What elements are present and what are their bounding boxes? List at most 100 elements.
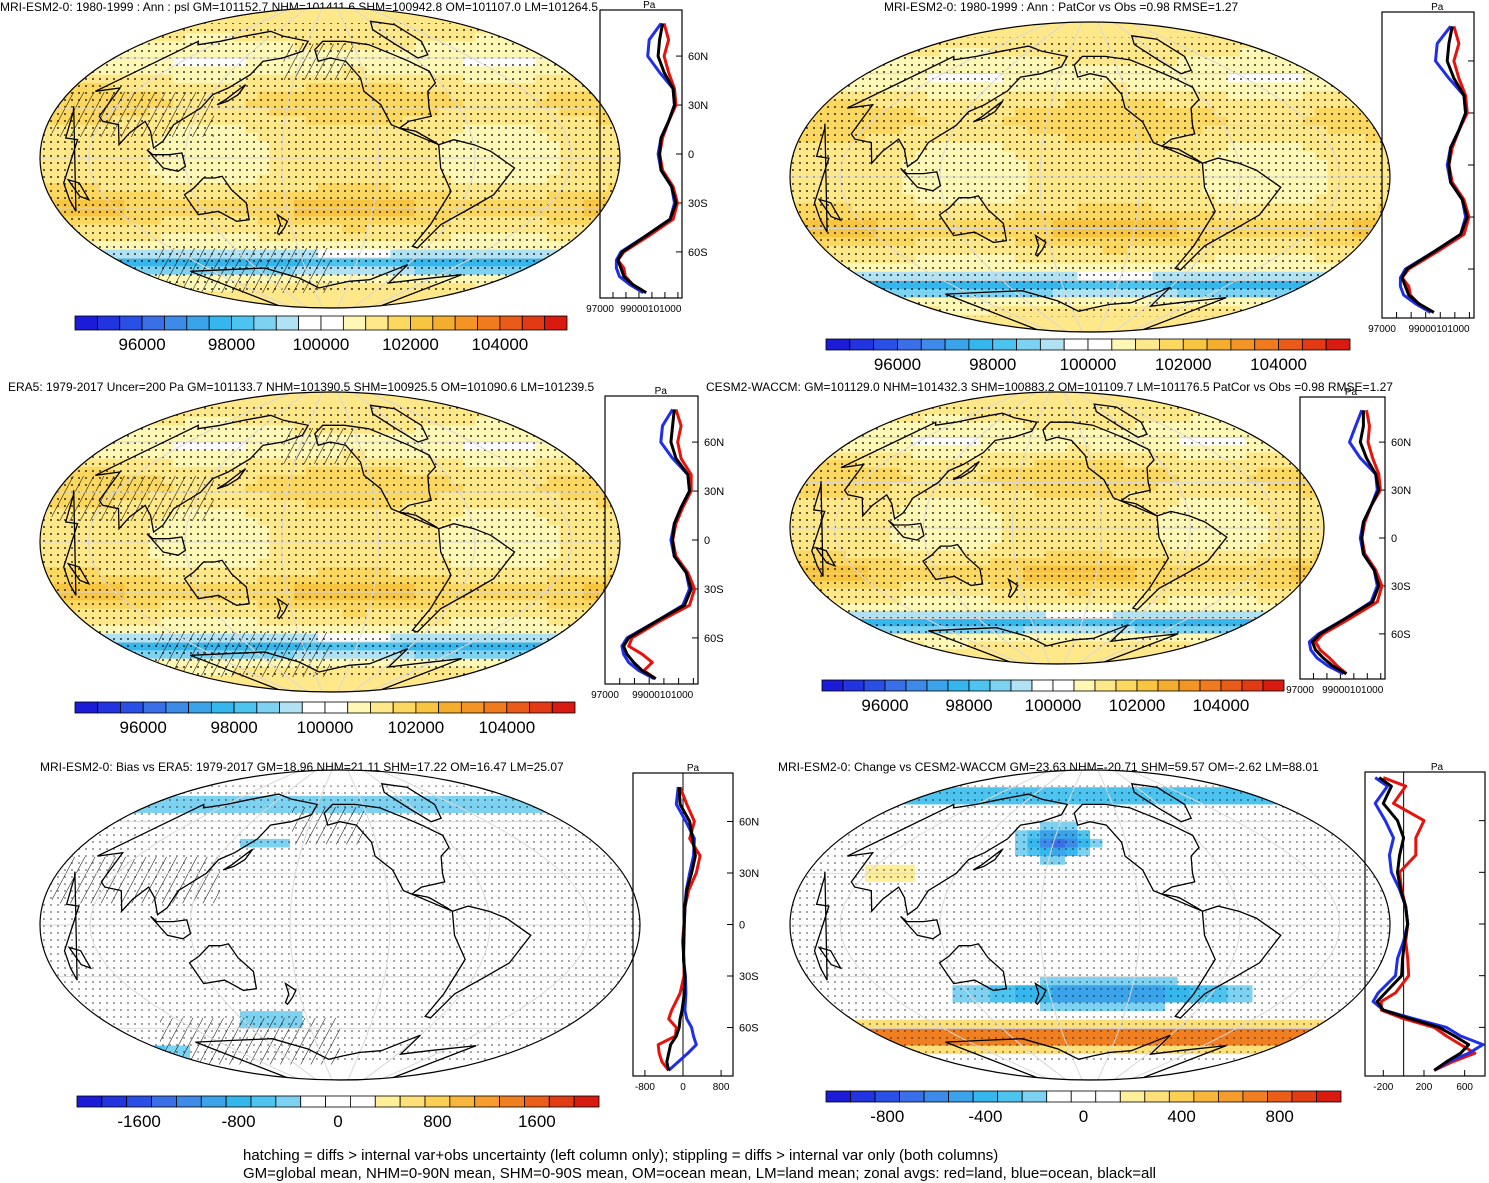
map-field [790,22,1391,333]
colorbar-bin [552,702,575,713]
coastline-south-america [412,524,514,632]
coastline-south-america [1175,906,1281,1018]
colorbar-tick-label: -1600 [117,1112,160,1131]
zonal-series-land [1316,410,1382,674]
colorbar-bin [1169,1091,1194,1102]
colorbar-bin [388,316,410,330]
zonal-series-ocean [1400,26,1465,312]
zonal-series-all [1312,410,1378,674]
colorbar-bin [822,680,843,691]
zonal-lat-label: 30N [704,486,724,498]
colorbar-bin [1255,339,1279,350]
zonal-x-tick-label: -800 [635,1082,655,1093]
coastline-indonesia [151,916,191,938]
map-border [790,22,1390,332]
hatching-region [52,476,214,521]
zonal-series-all [1402,26,1467,312]
coastline-eurasia [95,31,308,148]
coastline-africa [65,872,79,981]
zonal-series-land [1381,778,1475,1071]
colorbar-bin [1136,339,1160,350]
hatching-region [160,1018,340,1065]
graticule-meridian [1114,22,1241,332]
colorbar-bin [98,702,121,713]
colorbar-bin [1243,1091,1268,1102]
colorbar-bin [973,1091,998,1102]
graticule-meridian [290,770,332,1080]
coastline-south-america [1133,511,1227,609]
colorbar-tick-label: 100000 [293,335,350,354]
colorbar-bin [1116,680,1137,691]
colorbar-bin [366,316,388,330]
stippling [40,786,640,1065]
colorbar-bin [574,1096,599,1107]
colorbar-bin [1022,1091,1047,1102]
zonal-frame [1300,397,1385,679]
coastline-australia [190,944,257,991]
colorbar-bin [302,702,325,713]
map-field [40,392,621,693]
colorbar-bin [77,1096,102,1107]
zonal-lat-label: 60S [704,633,724,645]
zonal-unit-label: Pa [1431,762,1444,773]
colorbar-bin [152,1096,177,1107]
zonal-x-tick-label: 600 [1456,1082,1473,1093]
coastline-indonesia [901,916,941,938]
coastline-madagascar [68,180,89,200]
panel-title: ERA5: 1979-2017 Uncer=200 Pa GM=101133.7… [8,380,594,394]
coastline-japan [973,849,1003,870]
stippling [40,407,620,677]
coastline-eurasia [97,794,317,915]
colorbar-bin [75,702,98,713]
coastline-antarctica [190,649,461,692]
colorbar-bin [1263,680,1284,691]
map-border [40,770,640,1080]
graticule-meridian [282,8,323,308]
colorbar-bin [1159,339,1183,350]
colorbar-bin [461,702,484,713]
coastline-australia [185,560,250,605]
graticule-meridian [185,8,307,308]
colorbar-bin [433,316,455,330]
coastline-australia [923,545,983,586]
graticule-meridian [282,392,323,692]
colorbar-tick-label: 400 [1167,1107,1195,1126]
zonal-series-all [1377,778,1469,1071]
colorbar-bin [864,680,885,691]
colorbar-bin [921,339,945,350]
colorbar-bin [1179,680,1200,691]
colorbar-tick-label: 104000 [478,718,535,737]
colorbar-bin [850,339,874,350]
footer-notes: hatching = diffs > internal var+obs unce… [243,1147,1156,1183]
zonal-series-ocean [669,787,697,1070]
coastline-japan [217,85,246,105]
graticule-meridian [835,392,1023,664]
colorbar-bin [885,680,906,691]
colorbar-tick-label: 104000 [1193,696,1250,715]
graticule-meridian [338,392,379,692]
colorbar-bin [410,316,432,330]
zonal-x-tick-label: 0 [680,1082,686,1093]
colorbar-bin [370,702,393,713]
graticule-meridian [1013,392,1051,664]
graticule-meridian [1092,392,1280,664]
coastline-antarctica [946,1035,1227,1080]
coastline-greenland [1132,36,1191,74]
zonal-lat-label: 30S [704,584,724,596]
colorbar-tick-label: 102000 [1155,355,1212,374]
graticule-meridian [1114,770,1241,1080]
graticule-meridian [368,8,572,308]
colorbar-tick-label: 100000 [297,718,354,737]
colorbar-bin [927,680,948,691]
colorbar-bin [1088,339,1112,350]
graticule-meridian [379,770,590,1080]
colorbar-bin [226,1096,251,1107]
map-field [790,770,1391,1081]
colorbar-bin [321,316,343,330]
colorbar-bin [143,702,166,713]
graticule-meridian [1098,22,1140,332]
